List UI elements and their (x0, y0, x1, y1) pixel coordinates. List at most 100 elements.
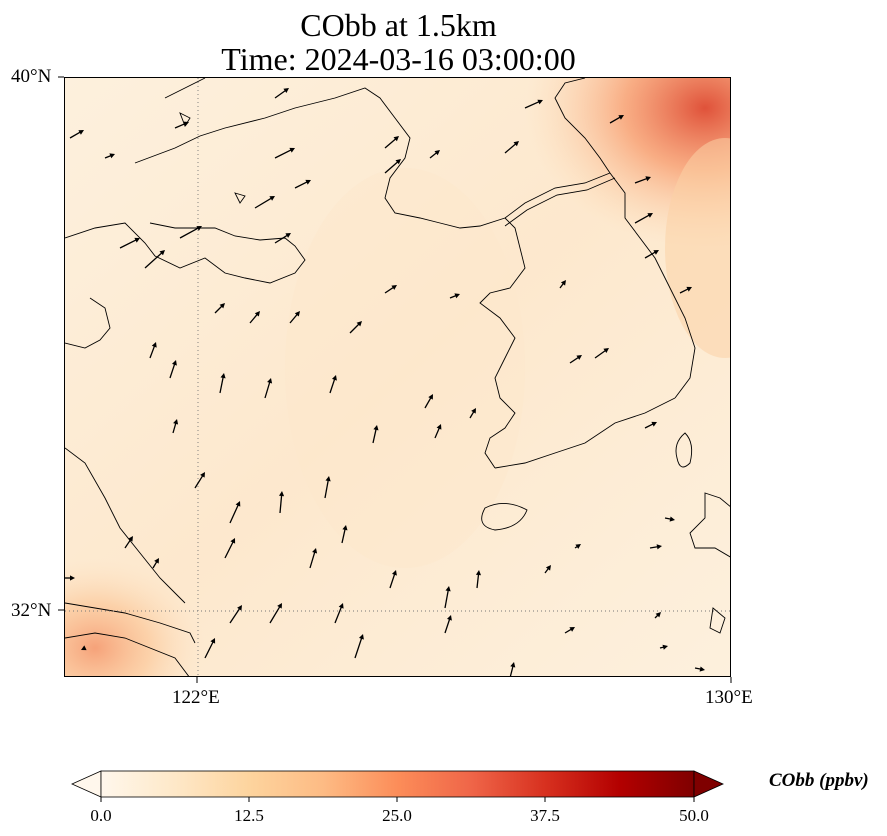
wind-arrow-shaft (219, 375, 225, 394)
wind-arrow-shaft (279, 493, 283, 514)
wind-arrow-shaft (329, 377, 336, 394)
wind-arrow-head (454, 293, 460, 299)
field-east-coast-band (665, 138, 730, 358)
wind-arrow (679, 286, 692, 294)
wind-arrow (229, 501, 241, 524)
wind-arrow (294, 179, 311, 189)
wind-arrow (469, 408, 476, 419)
wind-arrow (504, 141, 519, 154)
wind-arrow-head (173, 419, 179, 425)
wind-arrow (384, 285, 397, 294)
wind-arrow-shaft (341, 527, 346, 544)
wind-arrow (124, 536, 133, 549)
wind-arrow (384, 136, 399, 149)
wind-arrow (104, 153, 115, 159)
wind-arrow-head (219, 303, 225, 309)
wind-arrow-head (254, 311, 260, 317)
wind-arrow-shaft (476, 572, 480, 589)
wind-arrow-head (70, 575, 75, 581)
wind-arrow-head (651, 421, 657, 427)
coast-jiangsu-north (65, 297, 111, 349)
wind-arrow-head (645, 176, 651, 182)
wind-arrow (659, 644, 668, 650)
wind-arrow-head (445, 586, 451, 592)
wind-arrow (329, 375, 337, 394)
wind-arrow-shaft (594, 349, 607, 359)
wind-arrow-head (475, 570, 481, 576)
wind-arrow (524, 99, 543, 109)
wind-arrow (249, 311, 260, 324)
wind-arrow-head (230, 538, 236, 544)
wind-arrow-head (647, 213, 653, 218)
wind-arrow (434, 424, 442, 439)
wind-arrow-shaft (204, 640, 215, 659)
wind-arrow-head (569, 627, 575, 632)
wind-arrow (349, 321, 362, 334)
wind-arrow-shaft (644, 250, 657, 259)
colorbar-extend-min (71, 770, 102, 798)
map-svg (65, 78, 730, 676)
wind-arrow (254, 196, 275, 209)
wind-arrow-head (545, 565, 551, 571)
wind-arrow (354, 634, 364, 659)
wind-arrow-shaft (384, 160, 400, 174)
wind-arrow (194, 472, 205, 489)
wind-arrow-head (312, 548, 318, 554)
wind-arrow-head (436, 424, 442, 430)
wind-arrow (444, 615, 452, 634)
wind-arrow-shaft (634, 177, 649, 184)
wind-arrow (664, 516, 675, 522)
wind-arrow (264, 378, 273, 399)
wind-arrow (424, 394, 433, 409)
wind-arrow-head (359, 634, 364, 640)
wind-arrow (384, 159, 401, 174)
wind-arrow-head (392, 570, 397, 576)
small-island-southeast (709, 607, 726, 634)
wind-arrow-head (220, 373, 226, 379)
wind-arrow (174, 121, 189, 129)
wind-arrow (119, 237, 140, 249)
wind-arrow (279, 491, 285, 514)
wind-arrow-shaft (334, 605, 343, 624)
wind-arrow-head (510, 662, 516, 668)
wind-arrow-head (342, 525, 348, 531)
wind-arrow (594, 348, 609, 359)
wind-arrow-head (560, 280, 566, 286)
wind-arrow-head (283, 88, 289, 93)
wind-arrow-head (289, 147, 295, 153)
wind-arrow (429, 150, 440, 159)
wind-arrow-head (151, 342, 157, 348)
colorbar-tick-label-3: 37.5 (530, 806, 560, 825)
wind-arrow-shaft (274, 148, 293, 159)
border-line-2 (504, 177, 616, 227)
wind-arrow (649, 544, 662, 550)
colorbar-extend-max (693, 770, 724, 798)
map-panel (64, 77, 731, 677)
wind-arrow-head (655, 612, 661, 618)
wind-arrow-shaft (504, 142, 518, 154)
wind-vectors (65, 88, 705, 676)
wind-arrow (654, 612, 661, 619)
wind-arrow (219, 373, 226, 394)
wind-arrow-head (603, 348, 609, 353)
wind-arrow-shaft (174, 122, 187, 129)
wind-arrow (204, 638, 216, 659)
wind-arrow-head (699, 666, 705, 672)
wind-arrow-shaft (69, 130, 82, 139)
coast-korea-south (494, 397, 676, 469)
wind-arrow-shaft (389, 572, 396, 589)
lat-label-32: 32°N (11, 600, 52, 621)
wind-arrow-shaft (264, 380, 271, 399)
wind-arrow-shaft (249, 312, 259, 324)
wind-arrow (65, 575, 75, 581)
colorbar-tick-label-2: 25.0 (382, 806, 412, 825)
wind-arrow-head (332, 375, 337, 381)
wind-arrow (214, 303, 225, 314)
wind-arrow (444, 586, 451, 609)
wind-arrow-head (267, 378, 273, 384)
coast-korea-east (554, 78, 696, 399)
wind-arrow-head (294, 311, 300, 317)
wind-arrow-head (575, 544, 581, 549)
wind-arrow (144, 250, 165, 269)
